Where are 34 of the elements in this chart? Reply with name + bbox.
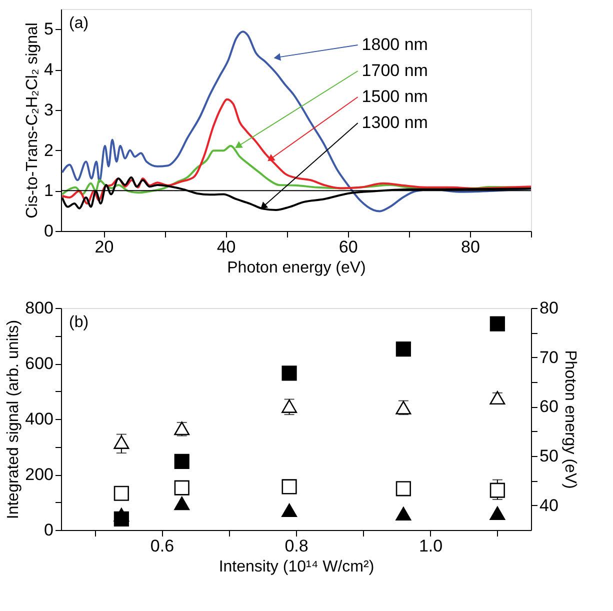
y2-tick-label: 80 <box>540 298 558 318</box>
x-axis-title: Photon energy (eV) <box>227 260 366 276</box>
y-tick-label: 0 <box>44 520 54 540</box>
x-tick-label: 0.8 <box>284 536 308 556</box>
y-tick-label: 3 <box>44 100 54 120</box>
y-tick-label: 5 <box>44 20 54 39</box>
x-axis-title: Intensity (10¹⁴ W/cm²) <box>218 558 374 576</box>
y-tick-label: 400 <box>25 410 54 428</box>
x-tick-label: 20 <box>94 238 114 256</box>
y-tick-label: 4 <box>44 60 54 80</box>
x-tick-label: 60 <box>338 238 358 256</box>
x-tick-label: 0.6 <box>150 536 174 556</box>
annotation: 1300 nm <box>362 113 428 132</box>
y-tick-label: 1 <box>44 181 54 200</box>
annotation: (b) <box>69 314 89 331</box>
y2-axis-title: Photon energy (eV) <box>561 350 578 489</box>
y2-tick-label: 50 <box>540 446 558 466</box>
y2-tick-label: 40 <box>540 496 558 515</box>
annotation: 1800 nm <box>362 35 428 54</box>
y2-tick-label: 60 <box>540 397 558 416</box>
y-axis-title: Integrated signal (arb. units) <box>5 320 22 520</box>
y-tick-label: 200 <box>25 465 54 484</box>
annotation: 1500 nm <box>362 87 428 106</box>
y2-tick-label: 70 <box>540 348 558 367</box>
annotation: (a) <box>69 15 89 32</box>
annotation: 1700 nm <box>362 61 428 80</box>
y-tick-label: 800 <box>25 298 54 318</box>
x-tick-label: 40 <box>216 238 236 256</box>
y-tick-label: 0 <box>44 222 54 240</box>
x-tick-label: 80 <box>461 238 480 256</box>
y-axis-title: Cis-to-Trans-C₂H₂Cl₂ signal <box>24 22 42 218</box>
y-tick-label: 600 <box>25 354 54 373</box>
y-tick-label: 2 <box>44 140 54 160</box>
x-tick-label: 1.0 <box>418 536 443 556</box>
